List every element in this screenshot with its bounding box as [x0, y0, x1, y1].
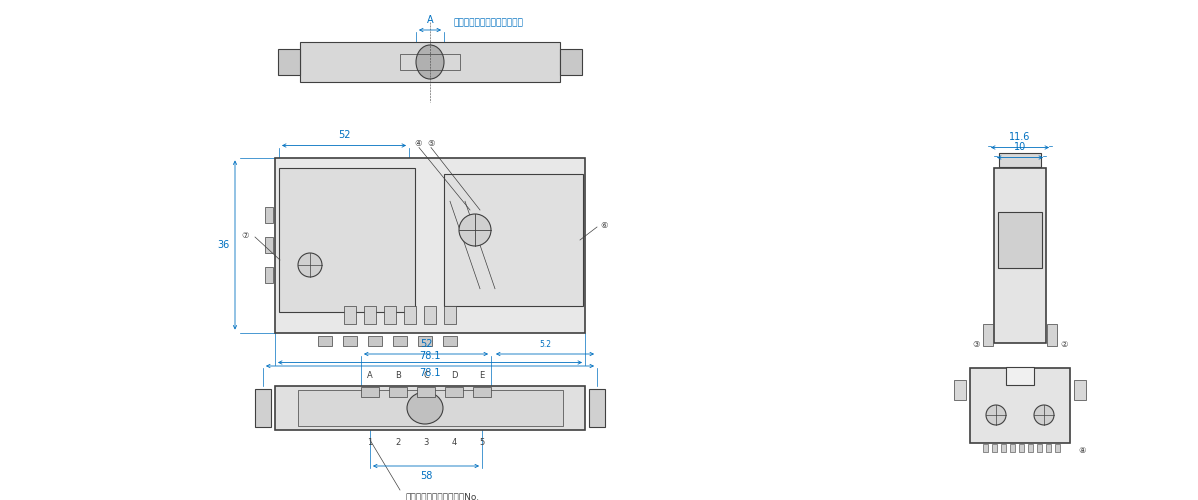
Text: 5.2: 5.2 — [539, 340, 551, 349]
Circle shape — [1034, 405, 1054, 425]
Text: 52: 52 — [338, 130, 350, 140]
Bar — [424, 306, 436, 324]
Bar — [265, 267, 273, 283]
Text: ⑥: ⑥ — [600, 220, 607, 230]
Text: D: D — [450, 371, 458, 380]
Text: ④: ④ — [415, 139, 422, 148]
Text: 2: 2 — [395, 438, 400, 447]
Ellipse shape — [416, 45, 444, 79]
Text: ⑤: ⑤ — [426, 139, 435, 148]
Text: 78.1: 78.1 — [419, 351, 441, 361]
Bar — [999, 152, 1041, 166]
Text: 52: 52 — [419, 339, 432, 349]
Bar — [1000, 444, 1005, 452]
Bar — [954, 380, 966, 400]
Bar — [265, 207, 273, 223]
Bar — [970, 368, 1070, 442]
Bar — [276, 158, 585, 332]
Bar — [385, 306, 397, 324]
Circle shape — [986, 405, 1006, 425]
Text: ③: ③ — [973, 340, 980, 349]
Bar — [389, 387, 407, 397]
Text: C: C — [423, 371, 429, 380]
Bar — [300, 42, 559, 82]
Bar — [473, 387, 491, 397]
Bar — [443, 336, 456, 345]
Bar — [278, 49, 300, 75]
Bar — [982, 444, 987, 452]
Bar — [998, 212, 1042, 268]
Bar — [361, 387, 379, 397]
Bar — [444, 387, 462, 397]
Bar — [255, 389, 271, 427]
Bar — [364, 306, 376, 324]
Text: ⑦: ⑦ — [241, 230, 249, 239]
Text: 1: 1 — [368, 438, 373, 447]
Text: 36: 36 — [218, 240, 230, 250]
Bar — [368, 336, 382, 345]
Bar — [1047, 324, 1057, 345]
Bar — [444, 306, 456, 324]
Bar — [1073, 380, 1087, 400]
Text: 11.6: 11.6 — [1009, 132, 1030, 142]
Bar — [404, 306, 416, 324]
Bar — [984, 324, 993, 345]
Text: E: E — [479, 371, 485, 380]
Bar — [443, 174, 583, 306]
Bar — [1054, 444, 1059, 452]
Text: B: B — [395, 371, 401, 380]
Bar — [1028, 444, 1033, 452]
Bar — [1036, 444, 1041, 452]
Bar — [589, 389, 605, 427]
Bar — [417, 387, 435, 397]
Text: 58: 58 — [419, 471, 432, 481]
Text: A: A — [426, 15, 434, 25]
Circle shape — [459, 214, 491, 246]
Bar — [1010, 444, 1015, 452]
Ellipse shape — [407, 392, 443, 424]
Text: A: A — [367, 371, 373, 380]
Text: ②: ② — [1060, 340, 1067, 349]
Text: ⑧: ⑧ — [1078, 446, 1085, 455]
Bar — [418, 336, 432, 345]
Bar — [994, 168, 1046, 342]
Text: ケーブル尺法は別表による。: ケーブル尺法は別表による。 — [454, 18, 524, 27]
Bar — [1046, 444, 1051, 452]
Text: 5: 5 — [479, 438, 485, 447]
Text: 78.1: 78.1 — [419, 368, 441, 378]
Bar — [400, 54, 460, 70]
Bar — [297, 390, 563, 426]
Bar — [1006, 366, 1034, 384]
Circle shape — [298, 253, 322, 277]
Bar — [1018, 444, 1023, 452]
Bar — [317, 336, 332, 345]
Text: 10: 10 — [1014, 142, 1027, 152]
Bar — [393, 336, 407, 345]
Text: 3: 3 — [423, 438, 429, 447]
Text: キーリベット取付け位置No.: キーリベット取付け位置No. — [405, 492, 479, 500]
Bar — [559, 49, 582, 75]
Bar — [265, 237, 273, 253]
Bar — [992, 444, 997, 452]
Bar — [343, 336, 357, 345]
Bar — [279, 168, 416, 312]
Bar — [344, 306, 356, 324]
Text: 4: 4 — [452, 438, 456, 447]
Bar — [276, 386, 585, 430]
